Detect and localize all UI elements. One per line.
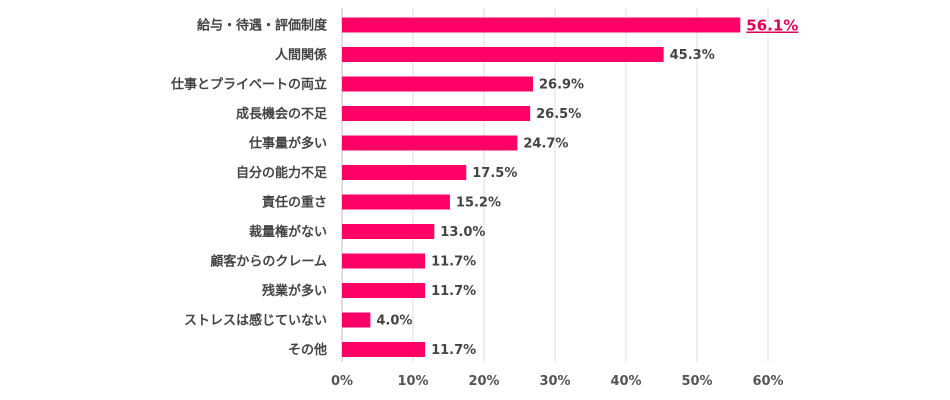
category-label: 人間関係 <box>275 47 327 63</box>
value-label: 11.7% <box>431 343 476 358</box>
value-label: 45.3% <box>670 48 715 63</box>
value-label: 13.0% <box>440 225 485 240</box>
category-labels: 給与・待遇・評価制度人間関係仕事とプライベートの両立成長機会の不足仕事量が多い自… <box>170 18 328 359</box>
tick-label: 50% <box>681 374 712 389</box>
category-label: 顧客からのクレーム <box>210 254 327 270</box>
category-label: 給与・待遇・評価制度 <box>197 18 328 34</box>
bar <box>342 47 664 62</box>
bar <box>342 17 741 33</box>
bar <box>342 224 435 239</box>
bar <box>342 106 531 121</box>
gridlines <box>341 8 769 362</box>
value-label: 4.0% <box>376 314 412 329</box>
bar <box>342 165 467 180</box>
tick-label: 20% <box>468 374 499 389</box>
tick-label: 30% <box>539 374 570 389</box>
bar <box>342 283 426 298</box>
value-label: 15.2% <box>456 196 501 211</box>
bar <box>342 342 426 357</box>
bar <box>342 194 450 210</box>
value-label: 26.9% <box>539 78 584 93</box>
bar <box>342 135 518 151</box>
value-label-highlight: 56.1% <box>746 17 798 35</box>
value-label: 24.7% <box>523 137 568 152</box>
value-labels: 56.1% 45.3% 26.9% 26.5% 24.7% 17.5% 15.2% 13.0%… <box>376 17 798 359</box>
category-label: ストレスは感じていない <box>184 313 327 329</box>
tick-label: 0% <box>331 374 353 389</box>
value-label: 26.5% <box>536 107 581 122</box>
category-label: 責任の重さ <box>262 195 327 211</box>
value-label: 17.5% <box>472 166 517 181</box>
category-label: 自分の能力不足 <box>236 165 328 181</box>
bar <box>342 253 426 269</box>
bar <box>342 312 371 328</box>
tick-label: 10% <box>397 374 428 389</box>
tick-label: 60% <box>752 374 783 389</box>
value-label: 11.7% <box>431 284 476 299</box>
bar <box>342 76 533 92</box>
x-axis-ticks: 0% 10% 20% 30% 40% 50% 60% <box>331 374 784 389</box>
category-label: 仕事とプライベートの両立 <box>170 77 327 93</box>
bars <box>342 17 741 357</box>
value-label: 11.7% <box>431 255 476 270</box>
category-label: その他 <box>288 342 327 358</box>
category-label: 成長機会の不足 <box>236 106 328 122</box>
tick-label: 40% <box>610 374 641 389</box>
category-label: 裁量権がない <box>249 224 327 240</box>
category-label: 仕事量が多い <box>248 136 327 152</box>
category-label: 残業が多い <box>262 283 327 299</box>
